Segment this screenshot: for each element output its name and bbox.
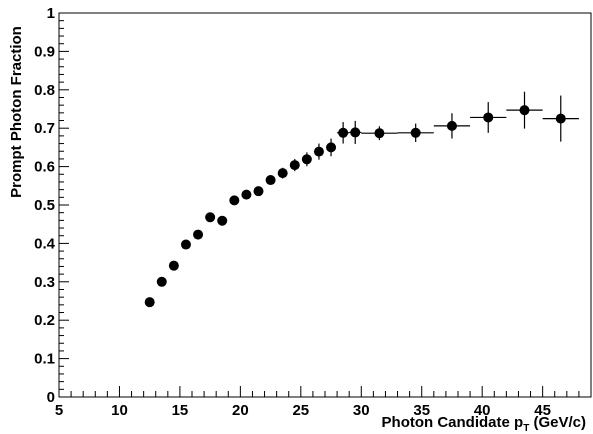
data-points (144, 91, 579, 308)
x-axis-title-unit: (GeV/c) (529, 414, 586, 431)
data-point (265, 175, 276, 186)
data-marker (265, 175, 276, 186)
data-marker (289, 160, 300, 171)
y-tick-label: 0.5 (34, 197, 55, 214)
data-point (289, 158, 300, 172)
data-marker (374, 128, 385, 139)
x-tick-label: 15 (172, 402, 189, 419)
y-tick-label: 0.3 (34, 274, 55, 291)
data-marker (193, 229, 204, 240)
data-marker (180, 239, 191, 250)
x-tick-label: 35 (413, 402, 430, 419)
data-point (337, 122, 350, 144)
data-point (205, 212, 216, 223)
y-tick-label: 0.6 (34, 159, 55, 176)
data-point (217, 215, 228, 226)
y-tick-label: 0.9 (34, 43, 55, 60)
data-point (470, 102, 507, 133)
data-marker (338, 127, 349, 138)
y-tick-label: 0.1 (34, 351, 55, 368)
axes: 00.10.20.30.40.50.60.70.80.915 10 15 20 25 30… (34, 5, 592, 419)
data-marker (326, 142, 337, 153)
data-marker (144, 297, 155, 308)
x-tick-label: 5 (55, 402, 63, 419)
data-point (433, 113, 471, 139)
data-marker (350, 127, 361, 138)
data-marker (519, 105, 530, 116)
x-axis-title-main: Photon Candidate p (382, 414, 524, 431)
data-point (229, 195, 240, 206)
x-tick-label: 25 (292, 402, 309, 419)
data-point (156, 276, 167, 287)
data-point (253, 186, 264, 197)
data-marker (277, 168, 288, 179)
data-marker (156, 276, 167, 287)
data-point (542, 95, 579, 142)
y-tick-label: 0 (47, 389, 55, 406)
data-marker (241, 189, 252, 200)
x-axis-title: Photon Candidate pT (GeV/c) (382, 414, 586, 434)
y-tick-label: 0.4 (34, 235, 56, 252)
x-axis-title-subscript: T (523, 423, 529, 434)
x-tick-label: 45 (534, 402, 551, 419)
y-tick-label: 0.2 (34, 312, 55, 329)
x-tick-label: 10 (111, 402, 128, 419)
data-point (326, 138, 337, 157)
y-tick-label: 0.7 (34, 120, 55, 137)
data-marker (410, 127, 421, 138)
y-tick-label: 0.8 (34, 82, 55, 99)
y-axis-title: Prompt Photon Fraction (8, 26, 25, 198)
data-point (301, 152, 312, 167)
data-marker (217, 215, 228, 226)
x-tick-label: 40 (474, 402, 491, 419)
x-tick-label: 30 (353, 402, 370, 419)
data-point (361, 126, 398, 141)
data-marker (168, 260, 179, 271)
data-point (241, 189, 252, 200)
data-marker (483, 112, 494, 123)
y-tick-label: 1 (47, 5, 55, 22)
data-marker (205, 212, 216, 223)
data-point (144, 297, 155, 308)
data-marker (555, 113, 566, 124)
data-point (193, 229, 204, 240)
data-point (397, 123, 434, 143)
data-marker (446, 120, 457, 131)
data-point (277, 167, 288, 179)
data-point (180, 239, 191, 250)
data-point (506, 91, 543, 129)
data-point (168, 260, 179, 271)
data-marker (253, 186, 264, 197)
data-point (313, 143, 324, 160)
data-point (349, 120, 362, 144)
x-tick-label: 20 (232, 402, 249, 419)
data-marker (301, 154, 312, 165)
data-marker (229, 195, 240, 206)
data-marker (313, 146, 324, 157)
plot-frame (58, 12, 592, 398)
